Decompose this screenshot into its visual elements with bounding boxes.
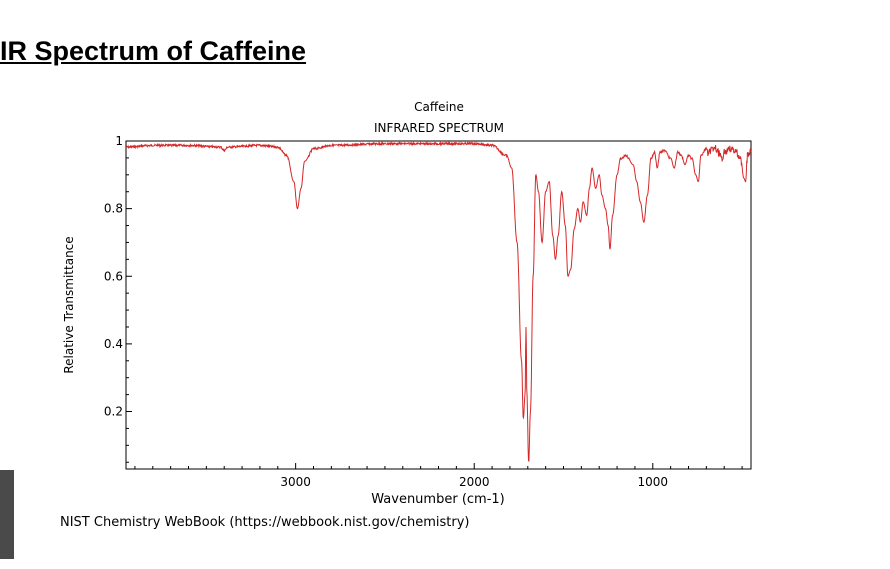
- y-tick-label: 0.6: [104, 269, 123, 283]
- x-tick-label: 2000: [459, 475, 490, 489]
- x-tick-label: 1000: [638, 475, 669, 489]
- y-tick-label: 1: [115, 134, 123, 148]
- y-tick-label: 0.8: [104, 202, 123, 216]
- x-axis-label: Wavenumber (cm-1): [371, 492, 504, 507]
- source-citation: NIST Chemistry WebBook (https://webbook.…: [60, 515, 470, 530]
- chart-title: Caffeine: [414, 100, 464, 114]
- y-tick-label: 0.2: [104, 405, 123, 419]
- y-tick-label: 0.4: [104, 337, 123, 351]
- plot-frame: [125, 140, 752, 470]
- y-axis-label: Relative Transmittance: [62, 236, 76, 373]
- chart-subtitle: INFRARED SPECTRUM: [374, 121, 504, 135]
- side-accent-bar: [0, 470, 14, 559]
- x-tick-label: 3000: [280, 475, 311, 489]
- axis-tick-labels: 3000 2000 1000 0.2 0.4 0.6 0.8 1: [104, 134, 668, 489]
- axis-ticks: [126, 140, 743, 469]
- page-heading: IR Spectrum of Caffeine: [0, 36, 307, 66]
- spectrum-line: [125, 140, 752, 463]
